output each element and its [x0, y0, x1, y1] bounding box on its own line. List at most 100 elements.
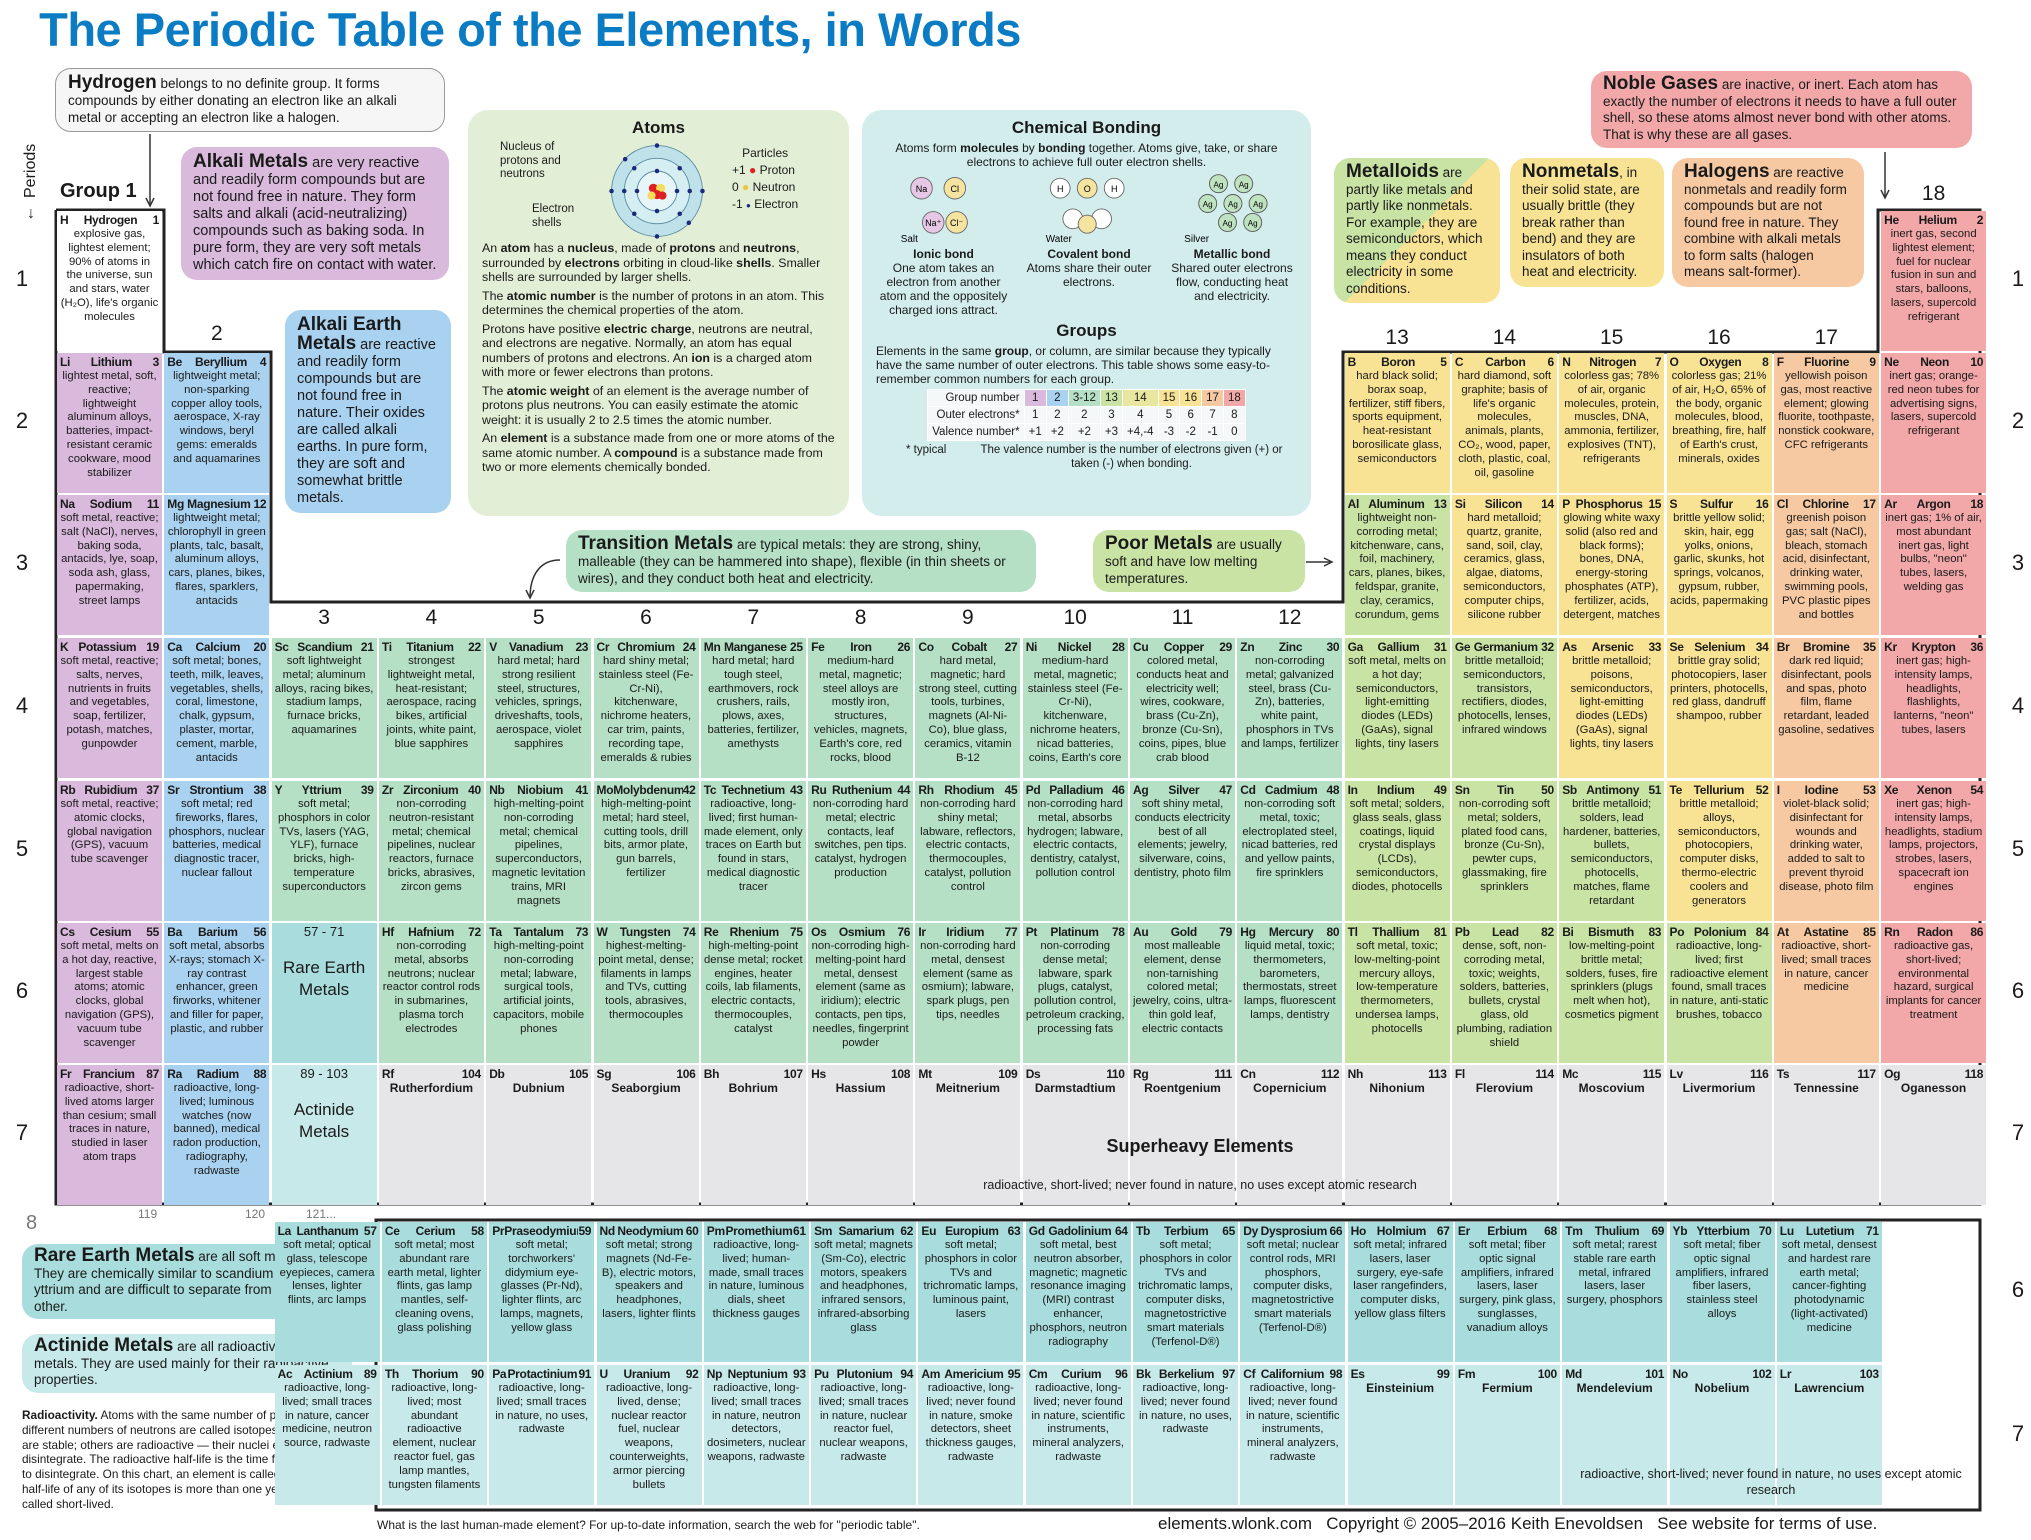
- element-cell-Po[interactable]: Po Polonium 84 radioactive, long-lived; fir…: [1666, 923, 1772, 1063]
- element-cell-Ne[interactable]: Ne Neon 10 inert gas; orange-red neon tubes…: [1881, 353, 1987, 493]
- element-cell-Dy[interactable]: Dy Dysprosium 66 soft metal; nuclear contro…: [1240, 1222, 1346, 1362]
- placeholder-actinide[interactable]: 89 - 103 Actinide Metals: [271, 1065, 377, 1205]
- element-cell-Cd[interactable]: Cd Cadmium 48 non-corroding soft metal, tox…: [1237, 781, 1343, 921]
- element-cell-Pt[interactable]: Pt Platinum 78 non-corroding dense metal; l…: [1022, 923, 1128, 1063]
- element-cell-Br[interactable]: Br Bromine 35 dark red liquid; disinfectant…: [1773, 638, 1879, 778]
- element-cell-Pr[interactable]: PrPraseodymium59soft metal; torchworkers…: [489, 1222, 595, 1362]
- element-cell-Ca[interactable]: Ca Calcium 20 soft metal; bones, teeth, mil…: [164, 638, 270, 778]
- element-cell-Tc[interactable]: Tc Technetium 43 radioactive, long-lived; f…: [700, 781, 806, 921]
- element-cell-K[interactable]: K Potassium 19 soft metal, reactive; salts,…: [57, 638, 162, 778]
- element-cell-Mg[interactable]: Mg Magnesium 12 lightweight metal; chloroph…: [164, 495, 270, 635]
- element-cell-Lu[interactable]: Lu Lutetium 71 soft metal, densest and hard…: [1776, 1222, 1882, 1362]
- element-cell-W[interactable]: W Tungsten 74 highest-melting-point metal, …: [593, 923, 699, 1063]
- element-cell-Cf[interactable]: Cf Californium 98 radioactive, long-lived; …: [1240, 1365, 1346, 1505]
- element-cell-No[interactable]: No 102 Nobelium: [1669, 1365, 1775, 1505]
- element-cell-Tb[interactable]: Tb Terbium 65 soft metal; phosphors in colo…: [1133, 1222, 1238, 1362]
- element-cell-Ru[interactable]: Ru Ruthenium 44 non-corroding hard metal; e…: [808, 781, 914, 921]
- element-cell-Mn[interactable]: Mn Manganese 25 hard metal; hard tough stee…: [700, 638, 806, 778]
- element-cell-Te[interactable]: Te Tellurium 52 brittle metalloid; alloys, …: [1666, 781, 1772, 921]
- element-cell-Pu[interactable]: Pu Plutonium 94 radioactive, long-lived; sm…: [811, 1365, 917, 1505]
- element-cell-Cm[interactable]: Cm Curium 96 radioactive, long-lived; never…: [1025, 1365, 1131, 1505]
- element-cell-Ag[interactable]: Ag Silver 47 soft shiny metal, conducts ele…: [1130, 781, 1235, 921]
- element-cell-Fl[interactable]: Fl 114 Flerovium: [1451, 1065, 1557, 1205]
- element-cell-O[interactable]: O Oxygen 8 colorless gas; 21% of air, H₂O, …: [1666, 353, 1772, 493]
- element-cell-Ge[interactable]: Ge Germanium 32 brittle metalloid; semicond…: [1451, 638, 1557, 778]
- element-cell-Sb[interactable]: Sb Antimony 51 brittle metalloid; solders, …: [1559, 781, 1665, 921]
- element-cell-Zn[interactable]: Zn Zinc 30 non-corroding metal; galvanized …: [1237, 638, 1343, 778]
- element-cell-P[interactable]: P Phosphorus 15 glowing white waxy solid (a…: [1559, 495, 1665, 635]
- element-cell-F[interactable]: F Fluorine 9 yellowish poison gas, most rea…: [1773, 353, 1879, 493]
- element-cell-Th[interactable]: Th Thorium 90 radioactive, long-lived; most…: [381, 1365, 487, 1505]
- element-cell-Pa[interactable]: Pa Protactinium 91 radioactive, long-lived;…: [489, 1365, 595, 1505]
- element-cell-V[interactable]: V Vanadium 23 hard metal; hard strong resil…: [486, 638, 592, 778]
- element-cell-Gd[interactable]: Gd Gadolinium 64 soft metal, best neutron a…: [1025, 1222, 1131, 1362]
- element-cell-B[interactable]: B Boron 5 hard black solid; borax soap, fer…: [1344, 353, 1450, 493]
- element-cell-U[interactable]: U Uranium 92 radioactive, long-lived, dense…: [596, 1365, 702, 1505]
- element-cell-N[interactable]: N Nitrogen 7 colorless gas; 78% of air, org…: [1559, 353, 1665, 493]
- placeholder-rare-earth[interactable]: 57 - 71 Rare Earth Metals: [271, 923, 377, 1063]
- element-cell-C[interactable]: C Carbon 6 hard diamond, soft graphite; bas…: [1451, 353, 1557, 493]
- element-cell-Xe[interactable]: Xe Xenon 54 inert gas; high-intensity lamps…: [1881, 781, 1987, 921]
- element-cell-Rf[interactable]: Rf 104 Rutherfordium: [378, 1065, 484, 1205]
- element-cell-Hf[interactable]: Hf Hafnium 72 non-corroding metal, absorbs …: [378, 923, 484, 1063]
- element-cell-Au[interactable]: Au Gold 79 most malleable element, dense no…: [1130, 923, 1235, 1063]
- element-cell-Bk[interactable]: Bk Berkelium 97 radioactive, long-lived; ne…: [1133, 1365, 1238, 1505]
- element-cell-Cs[interactable]: Cs Cesium 55 soft metal, melts on a hot day…: [57, 923, 162, 1063]
- element-cell-Bh[interactable]: Bh 107 Bohrium: [700, 1065, 806, 1205]
- element-cell-Np[interactable]: Np Neptunium 93 radioactive, long-lived; sm…: [703, 1365, 809, 1505]
- element-cell-Er[interactable]: Er Erbium 68 soft metal; fiber optic signal…: [1454, 1222, 1560, 1362]
- element-cell-Tm[interactable]: Tm Thulium 69 soft metal; rarest stable rar…: [1562, 1222, 1668, 1362]
- element-cell-Mo[interactable]: Mo Molybdenum 42 high-melting-point metal; …: [593, 781, 699, 921]
- element-cell-Pd[interactable]: Pd Palladium 46 non-corroding hard metal, a…: [1022, 781, 1128, 921]
- element-cell-Al[interactable]: Al Aluminum 13 lightweight non-corroding me…: [1344, 495, 1450, 635]
- element-cell-Eu[interactable]: Eu Europium 63 soft metal; phosphors in col…: [918, 1222, 1024, 1362]
- element-cell-Sm[interactable]: Sm Samarium 62 soft metal; magnets (Sm-Co),…: [811, 1222, 917, 1362]
- element-cell-Rh[interactable]: Rh Rhodium 45 non-corroding hard shiny meta…: [915, 781, 1021, 921]
- element-cell-Fr[interactable]: Fr Francium 87 radioactive, short-lived ato…: [57, 1065, 162, 1205]
- element-cell-Ba[interactable]: Ba Barium 56 soft metal, absorbs X-rays; st…: [164, 923, 270, 1063]
- element-cell-Rb[interactable]: Rb Rubidium 37 soft metal, reactive; atomic…: [57, 781, 162, 921]
- element-cell-Ra[interactable]: Ra Radium 88 radioactive, long-lived; lumin…: [164, 1065, 270, 1205]
- element-cell-S[interactable]: S Sulfur 16 brittle yellow solid; skin, hai…: [1666, 495, 1772, 635]
- element-cell-Ts[interactable]: Ts 117 Tennessine: [1773, 1065, 1879, 1205]
- element-cell-Fe[interactable]: Fe Iron 26 medium-hard metal, magnetic; ste…: [808, 638, 914, 778]
- element-cell-Ce[interactable]: Ce Cerium 58 soft metal; most abundant rare…: [381, 1222, 487, 1362]
- element-cell-Be[interactable]: Be Beryllium 4 lightweight metal; non-spark…: [164, 353, 270, 493]
- element-cell-Cn[interactable]: Cn 112 Copernicium: [1237, 1065, 1343, 1205]
- element-cell-I[interactable]: I Iodine 53 violet-black solid; disinfectan…: [1773, 781, 1879, 921]
- element-cell-Na[interactable]: Na Sodium 11 soft metal, reactive; salt (Na…: [57, 495, 162, 635]
- element-cell-Nh[interactable]: Nh 113 Nihonium: [1344, 1065, 1450, 1205]
- element-cell-Lv[interactable]: Lv 116 Livermorium: [1666, 1065, 1772, 1205]
- element-cell-Ar[interactable]: Ar Argon 18 inert gas; 1% of air, most abun…: [1881, 495, 1987, 635]
- element-cell-Ho[interactable]: Ho Holmium 67 soft metal; infrared lasers, …: [1347, 1222, 1453, 1362]
- element-cell-Fm[interactable]: Fm 100 Fermium: [1454, 1365, 1560, 1505]
- element-cell-Ds[interactable]: Ds 110 Darmstadtium: [1022, 1065, 1128, 1205]
- element-cell-Og[interactable]: Og 118 Oganesson: [1881, 1065, 1987, 1205]
- element-cell-At[interactable]: At Astatine 85 radioactive, short-lived; sm…: [1773, 923, 1879, 1063]
- element-cell-Bi[interactable]: Bi Bismuth 83 low-melting-point brittle met…: [1559, 923, 1665, 1063]
- element-cell-Pb[interactable]: Pb Lead 82 dense, soft, non-corroding metal…: [1451, 923, 1557, 1063]
- element-cell-Ti[interactable]: Ti Titanium 22 strongest lightweight metal,…: [378, 638, 484, 778]
- element-cell-Pm[interactable]: Pm Promethium 61 radioactive, long-lived; h…: [703, 1222, 809, 1362]
- element-cell-Zr[interactable]: Zr Zirconium 40 non-corroding neutron-resis…: [378, 781, 484, 921]
- element-cell-Si[interactable]: Si Silicon 14 hard metalloid; quartz, grani…: [1451, 495, 1557, 635]
- element-cell-Hs[interactable]: Hs 108 Hassium: [808, 1065, 914, 1205]
- element-cell-Sc[interactable]: Sc Scandium 21 soft lightweight metal; alum…: [271, 638, 377, 778]
- element-cell-Ga[interactable]: Ga Gallium 31 soft metal, melts on a hot da…: [1344, 638, 1450, 778]
- element-cell-Os[interactable]: Os Osmium 76 non-corroding high-melting-poi…: [808, 923, 914, 1063]
- element-cell-Cr[interactable]: Cr Chromium 24 hard shiny metal; stainless …: [593, 638, 699, 778]
- element-cell-Rg[interactable]: Rg 111 Roentgenium: [1130, 1065, 1235, 1205]
- element-cell-Tl[interactable]: Tl Thallium 81 soft metal, toxic; low-melti…: [1344, 923, 1450, 1063]
- element-cell-Sr[interactable]: Sr Strontium 38 soft metal; red fireworks, …: [164, 781, 270, 921]
- element-cell-Mc[interactable]: Mc 115 Moscovium: [1559, 1065, 1665, 1205]
- element-cell-He[interactable]: He Helium 2 inert gas, second lightest elem…: [1881, 211, 1987, 351]
- element-cell-Hg[interactable]: Hg Mercury 80 liquid metal, toxic; thermome…: [1237, 923, 1343, 1063]
- element-cell-Yb[interactable]: Yb Ytterbium 70 soft metal; fiber optic sig…: [1669, 1222, 1775, 1362]
- element-cell-Sg[interactable]: Sg 106 Seaborgium: [593, 1065, 699, 1205]
- element-cell-Cu[interactable]: Cu Copper 29 colored metal, conducts heat a…: [1130, 638, 1235, 778]
- element-cell-Nb[interactable]: Nb Niobium 41 high-melting-point non-corrod…: [486, 781, 592, 921]
- element-cell-Y[interactable]: Y Yttrium 39 soft metal; phosphors in color…: [271, 781, 377, 921]
- element-cell-Cl[interactable]: Cl Chlorine 17 greenish poison gas; salt (N…: [1773, 495, 1879, 635]
- element-cell-Sn[interactable]: Sn Tin 50 non-corroding soft metal; solders…: [1451, 781, 1557, 921]
- element-cell-Kr[interactable]: Kr Krypton 36 inert gas; high-intensity lam…: [1881, 638, 1987, 778]
